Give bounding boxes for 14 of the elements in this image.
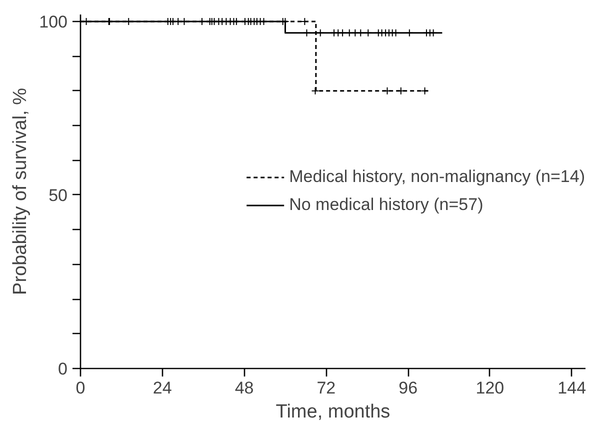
x-tick-label: 144 [558, 378, 586, 398]
y-tick-label: 50 [48, 186, 68, 205]
x-tick-label: 0 [76, 378, 86, 398]
legend-label: Medical history, non-malignancy (n=14) [289, 167, 585, 187]
y-tick-label: 0 [58, 360, 68, 378]
x-tick-label: 72 [316, 378, 336, 398]
x-tick-label: 120 [476, 378, 504, 398]
x-tick-label: 96 [398, 378, 418, 398]
x-tick-label: 48 [234, 378, 254, 398]
x-axis-title: Time, months [276, 402, 390, 422]
y-axis-title: Probability of survival, % [10, 88, 32, 295]
x-tick-label: 24 [152, 378, 172, 398]
legend-label: No medical history (n=57) [289, 195, 484, 215]
y-tick-label: 100 [39, 12, 68, 32]
